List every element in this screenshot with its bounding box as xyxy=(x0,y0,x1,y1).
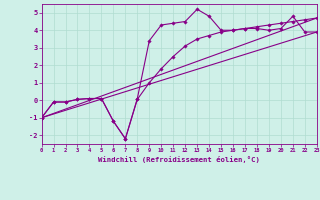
X-axis label: Windchill (Refroidissement éolien,°C): Windchill (Refroidissement éolien,°C) xyxy=(98,156,260,163)
